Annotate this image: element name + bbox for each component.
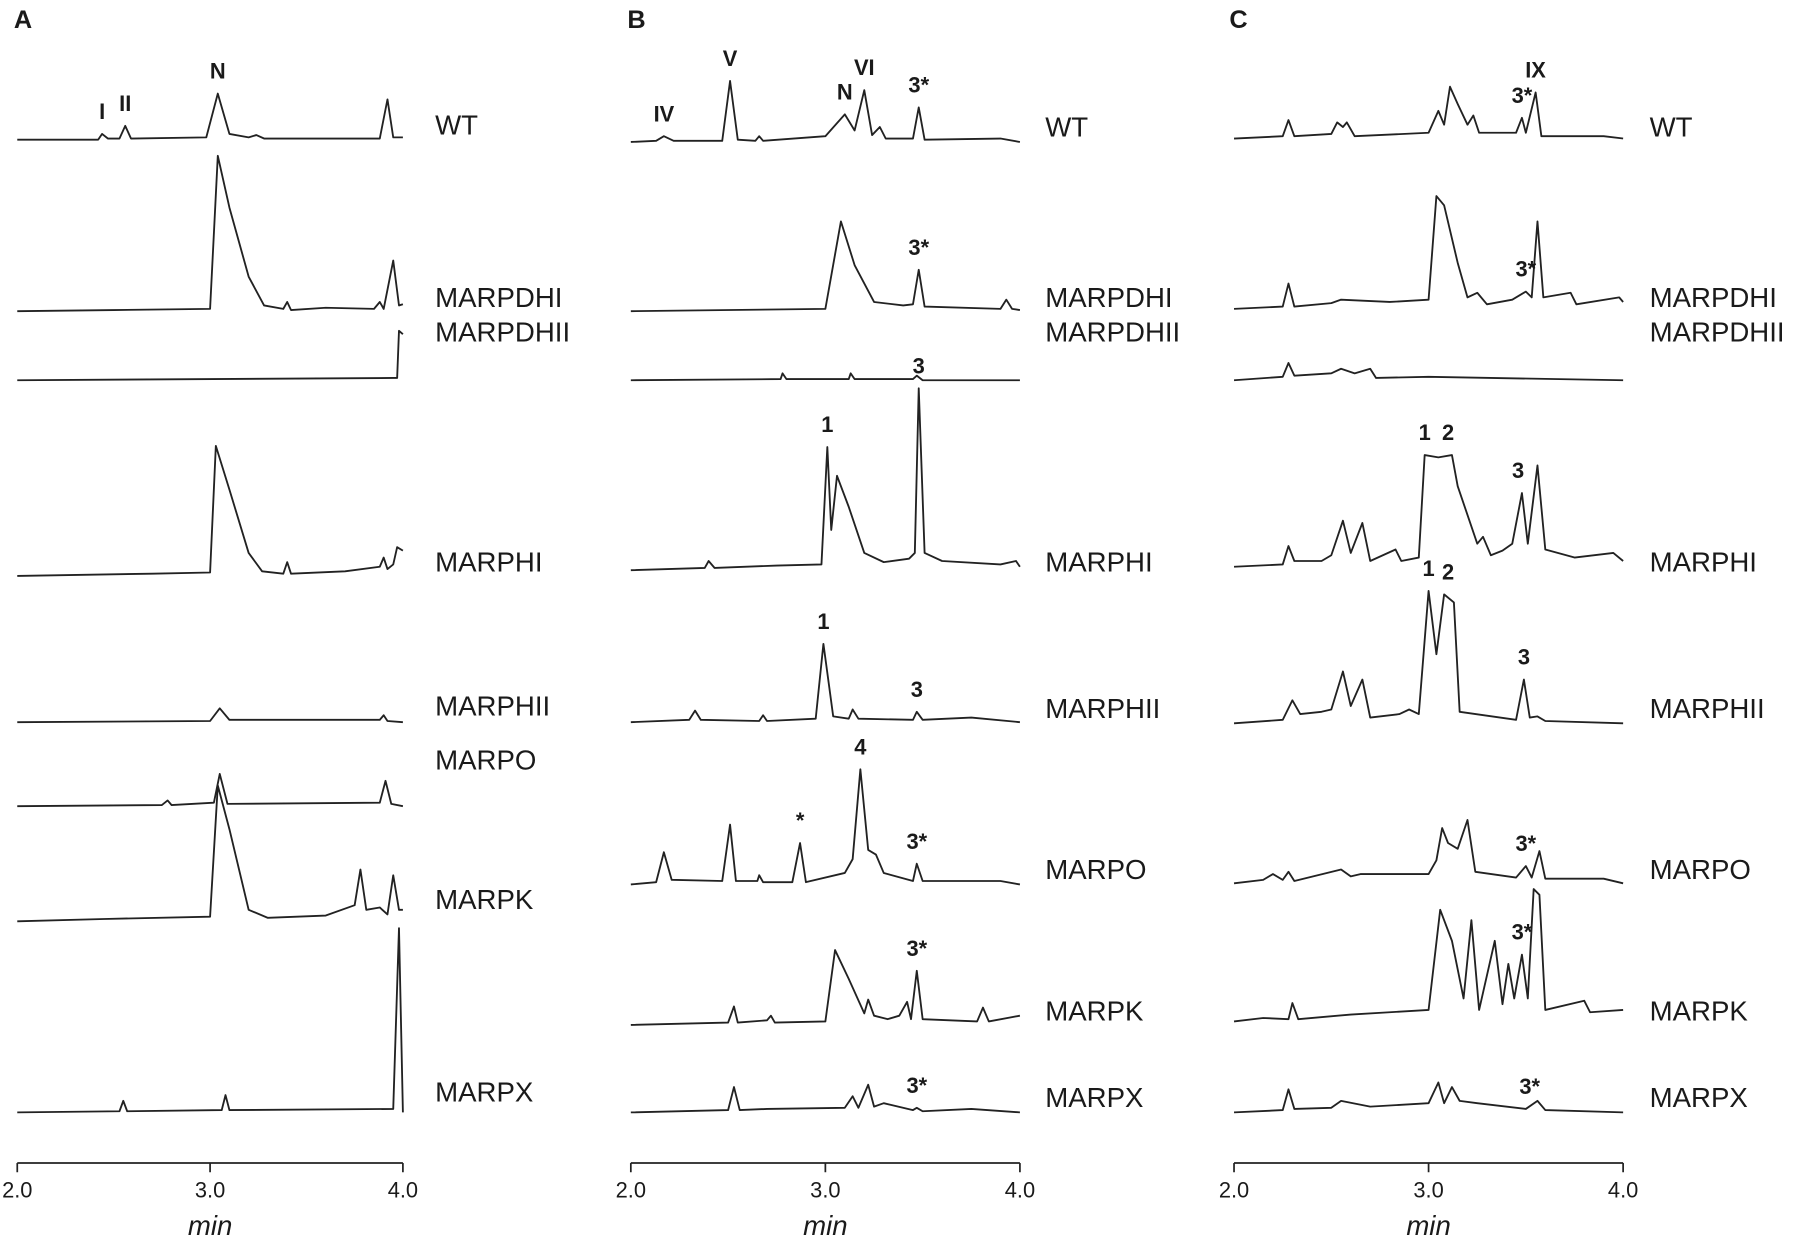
trace [630, 1083, 1020, 1114]
sample-label: MARPO [435, 745, 536, 776]
peak-label: I [99, 99, 105, 124]
trace [17, 444, 404, 577]
peak-label: 3* [1519, 1074, 1540, 1099]
sample-label: WT [435, 109, 478, 140]
panel-title: C [1229, 6, 1247, 34]
peak-label: 3* [1516, 257, 1537, 282]
trace [1233, 362, 1624, 382]
x-tick-label: 4.0 [1005, 1178, 1035, 1203]
trace [630, 642, 1021, 724]
x-axis-label: min [803, 1210, 848, 1241]
trace [17, 927, 404, 1114]
sample-label: MARPDHII [1650, 317, 1785, 348]
peak-label: 4 [854, 734, 867, 759]
x-tick-label: 2.0 [616, 1178, 646, 1203]
trace [17, 329, 404, 382]
trace [630, 372, 1020, 382]
peak-label: 3* [908, 72, 929, 97]
sample-label: MARPDHII [435, 317, 570, 348]
peak-label: N [210, 59, 226, 84]
x-tick-label: 3.0 [1413, 1178, 1443, 1203]
peak-label: 3 [1512, 458, 1524, 483]
peak-label: N [837, 79, 853, 104]
peak-label: 1 [1419, 420, 1431, 445]
x-tick-label: 2.0 [1219, 1178, 1249, 1203]
peak-label: 3* [1512, 920, 1533, 945]
trace [17, 784, 403, 923]
sample-label: MARPDHI [435, 282, 562, 313]
trace [17, 707, 403, 724]
peak-label: 3 [1518, 645, 1530, 670]
x-tick-label: 2.0 [2, 1178, 32, 1203]
trace [630, 220, 1021, 313]
trace [630, 768, 1021, 886]
sample-label: MARPHI [1045, 547, 1152, 578]
x-axis-label: min [188, 1210, 232, 1241]
peak-label: 1 [1422, 556, 1434, 581]
sample-label: MARPX [435, 1076, 533, 1107]
trace [1233, 819, 1624, 885]
x-tick-label: 3.0 [810, 1178, 840, 1203]
trace [1233, 1081, 1624, 1114]
panel-title: B [627, 6, 645, 34]
peak-label: IV [654, 101, 675, 126]
sample-label: WT [1650, 112, 1693, 143]
sample-label: MARPK [1045, 996, 1144, 1027]
sample-label: MARPK [1650, 996, 1749, 1027]
trace [630, 80, 1021, 143]
trace [1233, 888, 1624, 1023]
sample-label: MARPO [1045, 854, 1146, 885]
peak-label: 3* [1516, 831, 1537, 856]
sample-label: MARPHII [1045, 693, 1160, 724]
peak-label: VI [854, 55, 875, 80]
peak-label: * [796, 808, 805, 833]
sample-label: MARPHI [1650, 547, 1757, 578]
sample-label: MARPO [1650, 854, 1751, 885]
trace [17, 773, 404, 808]
sample-label: MARPHII [435, 691, 550, 722]
peak-label: 3* [908, 235, 929, 260]
trace [630, 949, 1021, 1026]
sample-label: WT [1045, 112, 1088, 143]
peak-label: IX [1525, 58, 1546, 83]
peak-label: 3* [906, 936, 927, 961]
x-tick-label: 4.0 [1608, 1178, 1638, 1203]
x-tick-label: 4.0 [388, 1178, 418, 1203]
peak-label: 1 [821, 412, 833, 437]
sample-label: MARPK [435, 884, 534, 915]
peak-label: 3* [906, 1073, 927, 1098]
peak-label: 3 [911, 677, 923, 702]
trace [1233, 589, 1624, 725]
peak-label: V [723, 46, 738, 71]
trace [17, 92, 403, 141]
trace [1233, 454, 1624, 568]
trace [630, 387, 1021, 572]
sample-label: MARPHI [435, 547, 542, 578]
sample-label: MARPDHI [1045, 282, 1172, 313]
peak-label: 3* [906, 829, 927, 854]
sample-label: MARPX [1045, 1082, 1143, 1113]
panel-title: A [14, 6, 32, 34]
sample-label: MARPDHI [1650, 282, 1777, 313]
sample-label: MARPDHII [1045, 317, 1180, 348]
trace [1233, 85, 1624, 140]
x-axis-label: min [1406, 1210, 1451, 1241]
peak-label: 2 [1442, 559, 1454, 584]
peak-label: 1 [817, 609, 829, 634]
sample-label: MARPX [1650, 1082, 1748, 1113]
peak-label: 3* [1512, 83, 1533, 108]
peak-label: 2 [1442, 420, 1454, 445]
peak-label: II [119, 91, 131, 116]
x-tick-label: 3.0 [195, 1178, 225, 1203]
sample-label: MARPHII [1650, 693, 1765, 724]
peak-label: 3 [913, 353, 925, 378]
trace [1233, 195, 1624, 310]
trace [17, 154, 404, 313]
